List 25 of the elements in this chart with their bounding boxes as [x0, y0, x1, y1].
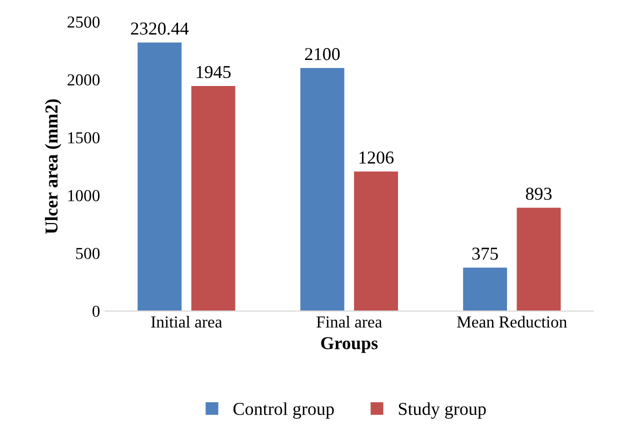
y-axis-title: Ulcer area (mm2)	[44, 99, 62, 234]
bar	[138, 42, 182, 312]
bar	[191, 86, 236, 312]
bar	[300, 68, 344, 312]
x-tick-label: Final area	[316, 316, 382, 328]
data-label: 375	[472, 248, 498, 260]
y-tick-label: 0	[92, 306, 100, 317]
y-tick-label: 2500	[68, 16, 100, 28]
x-axis-title: Groups	[321, 337, 378, 353]
y-tick-label: 1000	[68, 190, 100, 202]
x-tick-label: Mean Reduction	[457, 316, 567, 328]
y-tick-label: 500	[76, 248, 100, 260]
y-tick-label: 1500	[68, 132, 100, 144]
data-label: 2100	[305, 48, 340, 60]
x-tick-label: Initial area	[151, 316, 222, 328]
data-label: 893	[526, 188, 552, 200]
y-tick-label: 2000	[68, 74, 100, 86]
legend-label: Control group	[233, 402, 334, 419]
data-label: 1206	[360, 151, 394, 164]
bar	[463, 268, 508, 312]
legend-label: Study group	[398, 402, 486, 419]
data-label: 2320.44	[131, 22, 189, 35]
bar	[354, 171, 398, 312]
data-label: 1945	[196, 66, 231, 78]
bar	[516, 208, 561, 312]
